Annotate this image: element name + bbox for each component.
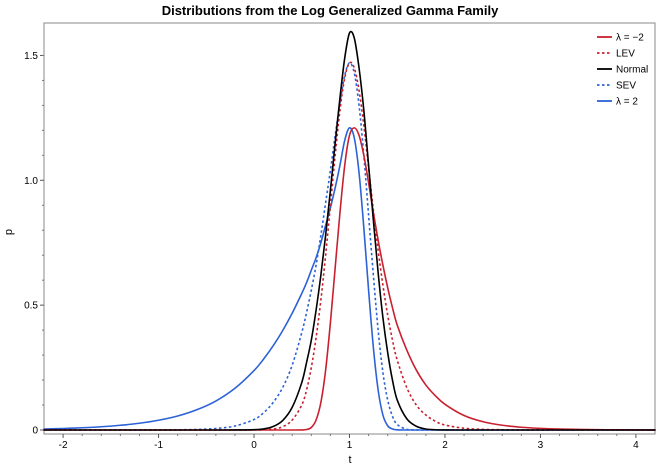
y-tick-label: 1.0	[24, 176, 38, 187]
x-tick-label: -1	[154, 440, 163, 451]
legend: λ = −2 LEV Normal SEV λ = 2	[597, 33, 648, 108]
y-tick-label: 0.5	[24, 301, 38, 312]
x-axis-label: t	[348, 454, 351, 466]
y-tick-label: 0	[32, 426, 38, 437]
x-tick-label: 1	[347, 440, 353, 451]
series-line-4	[43, 127, 656, 431]
legend-label: LEV	[616, 49, 635, 60]
y-axis-label: p	[3, 229, 15, 235]
legend-label: λ = −2	[616, 33, 644, 44]
legend-label: Normal	[616, 65, 648, 76]
legend-label: λ = 2	[616, 97, 638, 108]
x-tick-label: -2	[59, 440, 68, 451]
series-line-0	[43, 127, 656, 431]
x-axis: -2 -1 0 1 2 3 4	[59, 434, 639, 451]
chart-title: Distributions from the Log Generalized G…	[162, 3, 499, 18]
x-tick-label: 0	[251, 440, 257, 451]
x-tick-label: 3	[538, 440, 544, 451]
series-line-1	[44, 61, 655, 431]
plot-frame	[43, 22, 656, 435]
y-axis: 0 0.5 1.0 1.5	[24, 51, 44, 437]
x-tick-label: 4	[633, 440, 639, 451]
y-tick-label: 1.5	[24, 51, 38, 62]
series-line-3	[44, 62, 655, 431]
series-group	[43, 30, 656, 431]
legend-label: SEV	[616, 81, 636, 92]
x-tick-label: 2	[442, 440, 448, 451]
series-line-2	[43, 30, 656, 431]
